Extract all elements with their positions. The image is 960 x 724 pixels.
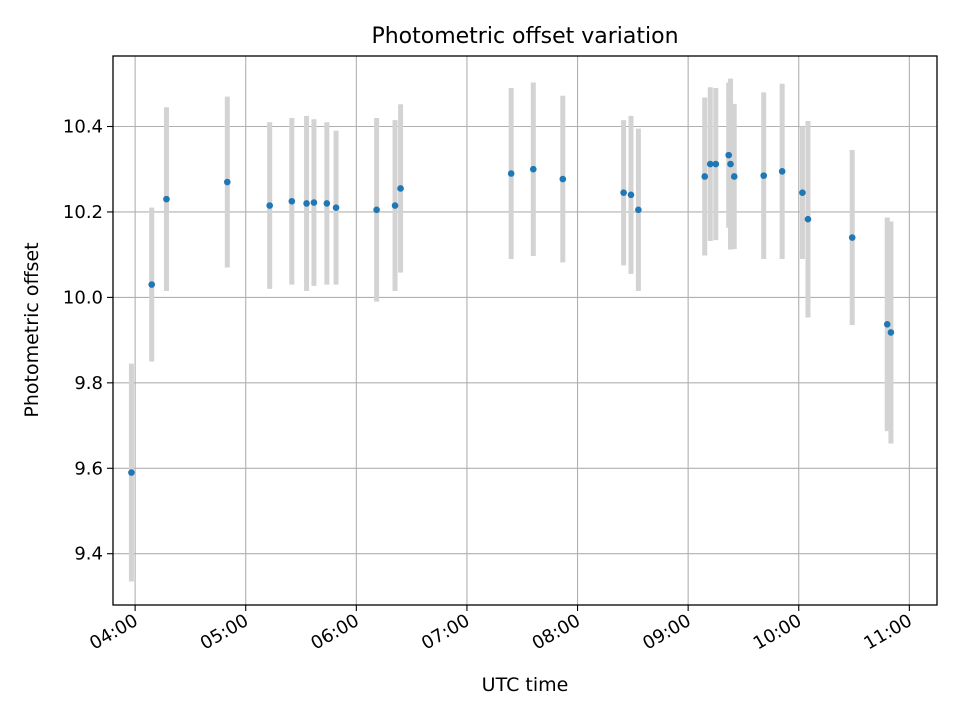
x-tick-label: 10:00 [750, 610, 805, 654]
data-point [799, 189, 806, 197]
data-point [310, 199, 318, 206]
data-point [303, 200, 310, 207]
x-tick-label: 09:00 [639, 610, 694, 654]
data-point [701, 173, 709, 180]
data-point [804, 215, 812, 223]
data-point [288, 197, 296, 205]
data-point [725, 151, 732, 159]
y-tick-label: 9.8 [74, 373, 103, 394]
data-point [148, 281, 156, 288]
data-point [887, 329, 895, 336]
x-tick-label: 04:00 [86, 610, 141, 654]
data-point [712, 160, 720, 168]
x-tick-label: 07:00 [418, 610, 473, 654]
data-point [507, 170, 515, 177]
x-axis-label: UTC time [482, 674, 569, 696]
data-point [760, 172, 768, 179]
y-tick-label: 10.2 [63, 202, 103, 223]
x-tick-label: 05:00 [197, 610, 252, 654]
data-point [627, 191, 635, 199]
data-point [529, 165, 537, 173]
data-point [559, 175, 567, 183]
data-point [391, 202, 399, 209]
data-point [778, 168, 786, 175]
x-tick-label: 06:00 [307, 610, 362, 654]
data-point [266, 202, 273, 209]
data-point [223, 178, 231, 186]
axis-ticks: 04:00 05:00 06:00 07:00 08:00 09:00 10:00 11:00… [63, 116, 916, 654]
data-point [883, 321, 891, 328]
data-point [373, 206, 380, 214]
data-point [128, 469, 135, 476]
plot-frame [112, 55, 938, 606]
data-points [128, 151, 895, 476]
chart-title: Photometric offset variation [371, 24, 678, 49]
data-point [848, 234, 856, 241]
y-tick-label: 9.6 [74, 458, 103, 479]
data-point [332, 204, 340, 211]
y-tick-label: 10.0 [63, 287, 103, 308]
data-point [620, 189, 627, 197]
y-axis-label: Photometric offset [21, 242, 43, 417]
data-point [730, 173, 738, 180]
data-point [706, 160, 714, 168]
x-tick-label: 11:00 [860, 610, 915, 654]
data-point [397, 185, 404, 192]
data-point [727, 160, 734, 168]
x-tick-label: 08:00 [529, 610, 584, 654]
data-point [323, 200, 331, 207]
grid-lines [113, 56, 937, 605]
y-tick-label: 9.4 [74, 544, 103, 565]
data-point [163, 195, 170, 203]
data-point [635, 206, 642, 214]
y-tick-label: 10.4 [63, 116, 103, 137]
